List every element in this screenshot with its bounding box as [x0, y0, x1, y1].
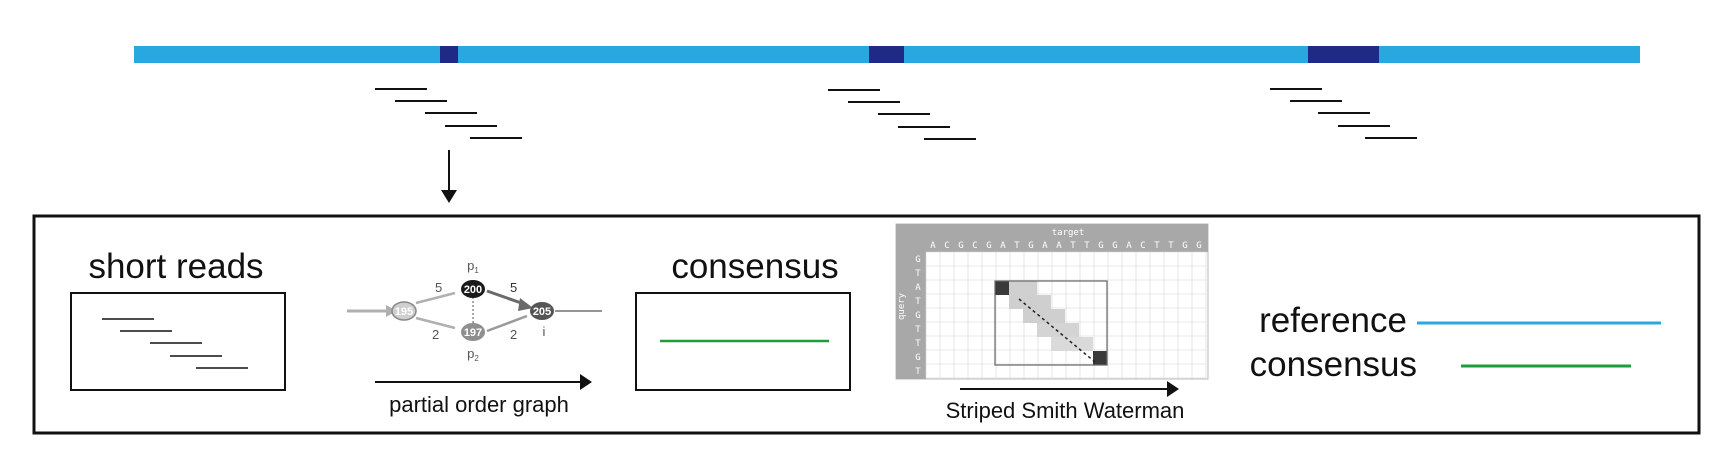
consensus-title: consensus: [671, 247, 838, 286]
target-base: A: [1000, 241, 1006, 251]
pog-caption: partial order graph: [389, 392, 569, 417]
graph-edge: [415, 316, 456, 330]
target-base: T: [1168, 241, 1174, 251]
down-arrow-icon: [441, 150, 457, 203]
matrix-header: [896, 224, 1208, 252]
right-arrow-icon: [960, 381, 1179, 397]
short-reads-title: short reads: [88, 247, 263, 286]
query-label: query: [897, 292, 907, 320]
graph-node-200: [461, 280, 485, 298]
target-base: A: [1126, 241, 1132, 251]
graph-node-205-label: 205: [533, 306, 551, 318]
graph-node-195-label: 195: [395, 306, 413, 318]
read-stack-2: [828, 89, 976, 140]
target-base: C: [972, 241, 977, 251]
graph-node-197-label: 197: [464, 327, 482, 339]
edge-weight: 5: [435, 280, 442, 295]
target-base: T: [1084, 241, 1090, 251]
query-base: T: [915, 325, 921, 335]
matrix-grid: [925, 251, 1207, 379]
node-index-label: i: [543, 324, 546, 339]
graph-edge: [415, 291, 456, 305]
target-base: G: [1182, 241, 1187, 251]
path-label-p2: p2: [467, 346, 479, 363]
query-base: T: [915, 367, 921, 377]
query-base: G: [915, 311, 920, 321]
target-base: C: [1140, 241, 1145, 251]
target-base: C: [944, 241, 949, 251]
path-label-p1: p1: [467, 258, 479, 275]
matrix-row-header: [896, 224, 926, 379]
short-reads-stack: [102, 318, 248, 369]
target-base: G: [1028, 241, 1033, 251]
edge-weight: 5: [510, 280, 517, 295]
query-base: G: [915, 255, 920, 265]
target-base: T: [1154, 241, 1160, 251]
consensus-box: [635, 292, 851, 391]
query-base: G: [915, 353, 920, 363]
graph-node-197: [461, 323, 485, 341]
target-base: A: [1056, 241, 1062, 251]
pipeline-frame: [32, 214, 1701, 435]
read-stack-1: [375, 88, 522, 139]
graph-node-195: [391, 301, 417, 321]
variant-region-1: [440, 46, 458, 63]
graph-node-205: [530, 302, 554, 320]
variant-region-2: [869, 46, 904, 63]
target-base: A: [930, 241, 936, 251]
short-reads-box: [70, 292, 286, 391]
graph-edge: [486, 314, 528, 333]
target-base: T: [1070, 241, 1076, 251]
read-stack-3: [1270, 88, 1417, 139]
target-base: G: [1196, 241, 1201, 251]
right-arrow-icon: [375, 374, 592, 390]
target-base: T: [1014, 241, 1020, 251]
target-base: G: [986, 241, 991, 251]
query-base: T: [915, 269, 921, 279]
target-label: target: [1052, 228, 1085, 238]
target-base: G: [1112, 241, 1117, 251]
ssw-caption: Striped Smith Waterman: [946, 398, 1185, 423]
legend-reference-label: reference: [1259, 301, 1407, 340]
legend-consensus-label: consensus: [1250, 345, 1417, 384]
target-base: A: [1042, 241, 1048, 251]
variant-region-3: [1308, 46, 1379, 63]
legend: reference consensus: [1250, 301, 1661, 384]
reference-genome-bar: [134, 46, 1640, 63]
query-base: A: [915, 283, 921, 293]
graph-node-200-label: 200: [464, 284, 482, 296]
edge-weight: 2: [432, 327, 439, 342]
partial-order-graph: 195 200 197 205 5 2 5 2 p1 p2 i: [347, 258, 602, 363]
traceback-path: [1018, 298, 1096, 363]
target-base: G: [1098, 241, 1103, 251]
query-base: T: [915, 339, 921, 349]
query-base: T: [915, 297, 921, 307]
edge-weight: 2: [510, 327, 517, 342]
target-base: G: [958, 241, 963, 251]
